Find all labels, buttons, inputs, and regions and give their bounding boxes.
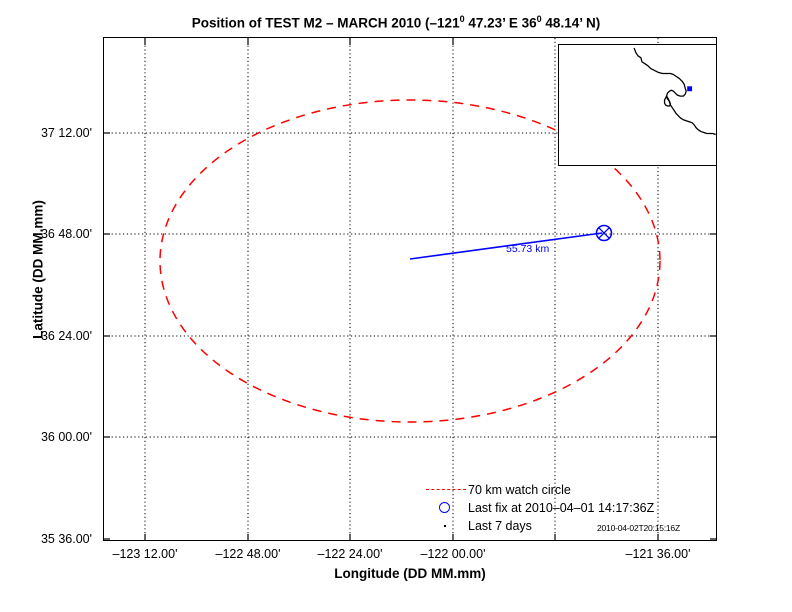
coastline-path-south <box>665 95 716 136</box>
xtick-label-4: –121 36.00' <box>625 547 691 561</box>
degree-superscript-2: 0 <box>536 14 542 24</box>
x-axis-label: Longitude (DD MM.mm) <box>334 566 486 581</box>
chart-legend: 70 km watch circle Last fix at 2010–04–0… <box>424 481 654 535</box>
xtick-label-0: –123 12.00' <box>112 547 178 561</box>
coastline-inset-svg <box>633 47 716 136</box>
legend-item-last-7-days: Last 7 days <box>424 517 624 535</box>
ytick-label-1: 36 48.00' <box>40 227 92 241</box>
legend-label-last-fix: Last fix at 2010–04–01 14:17:36Z <box>468 501 655 515</box>
legend-key-dot-marker <box>424 517 468 535</box>
legend-item-last-fix: Last fix at 2010–04–01 14:17:36Z <box>424 499 654 517</box>
xtick-label-2: –122 24.00' <box>317 547 383 561</box>
coastline-path <box>633 47 687 107</box>
ytick-label-3: 36 00.00' <box>40 430 92 444</box>
chart-title-prefix: Position of TEST M2 – MARCH 2010 (–121 <box>191 15 460 31</box>
generation-timestamp: 2010-04-02T20:15:16Z <box>597 523 680 533</box>
ytick-label-2: 36 24.00' <box>40 329 92 343</box>
degree-superscript-1: 0 <box>459 14 465 24</box>
ytick-label-4: 35 36.00' <box>40 532 92 546</box>
legend-item-watch-circle: 70 km watch circle <box>424 481 624 499</box>
chart-title-mid: 47.23’ E 36 <box>464 15 537 31</box>
legend-key-circle-marker <box>424 499 468 517</box>
legend-label-last-7-days: Last 7 days <box>468 519 532 533</box>
chart-title: Position of TEST M2 – MARCH 2010 (–1210 … <box>0 14 792 31</box>
xtick-label-1: –122 48.00' <box>215 547 281 561</box>
xtick-label-3: –122 00.00' <box>420 547 486 561</box>
ytick-label-0: 37 12.00' <box>40 126 92 140</box>
distance-annotation: 55.73 km <box>506 243 550 255</box>
plot-axes-frame <box>103 37 717 541</box>
inset-position-marker <box>687 86 693 92</box>
chart-title-suffix: 48.14’ N) <box>541 15 601 31</box>
legend-key-dashed-line <box>424 481 468 499</box>
coastline-inset-map <box>558 44 717 166</box>
legend-label-watch-circle: 70 km watch circle <box>468 483 571 497</box>
y-axis-label: Latitude (DD MM.mm) <box>30 200 46 339</box>
